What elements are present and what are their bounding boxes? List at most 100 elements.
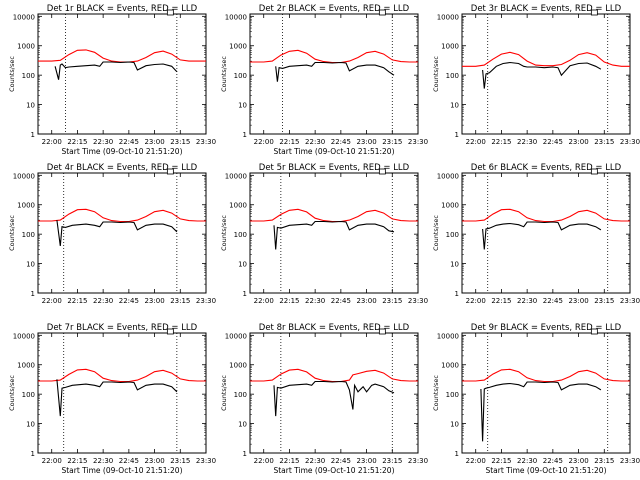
- events-series-line: [480, 381, 602, 442]
- y-tick-label: 100: [22, 391, 35, 399]
- detector-panel-2: Det 2r BLACK = Events, RED = LLD 1 10 100 10…: [220, 4, 428, 156]
- x-tick-label: 22:00: [466, 138, 486, 146]
- y-tick-label: 1: [455, 450, 459, 458]
- x-axis-label: Start Time (09-Oct-10 21:51:20): [273, 466, 394, 475]
- y-tick-label: 10000: [13, 172, 35, 180]
- x-tick-label: 22:00: [254, 297, 274, 305]
- y-tick-label: 10000: [225, 332, 247, 340]
- x-tick-label: 23:15: [594, 457, 614, 465]
- y-tick-label: 100: [234, 391, 247, 399]
- y-tick-label: 1000: [229, 43, 247, 51]
- x-tick-label: 23:30: [408, 297, 428, 305]
- detector-panel-1: Det 1r BLACK = Events, RED = LLD 1 10 100 10…: [8, 4, 216, 156]
- legend-box: [166, 328, 174, 335]
- y-tick-label: 10000: [13, 13, 35, 21]
- events-series-line: [56, 379, 178, 417]
- y-tick-label: 100: [22, 231, 35, 239]
- y-tick-label: 1: [455, 290, 459, 298]
- y-tick-label: 1000: [17, 202, 35, 210]
- detector-panel-4: Det 4r BLACK = Events, RED = LLD 1 10 100 10…: [8, 163, 216, 305]
- x-tick-label: 23:15: [382, 297, 402, 305]
- lld-series-line: [38, 49, 206, 63]
- y-tick-label: 100: [234, 72, 247, 80]
- x-tick-label: 23:00: [144, 457, 164, 465]
- plot-frame: [461, 332, 631, 454]
- x-tick-label: 22:30: [305, 138, 325, 146]
- legend-box: [166, 9, 174, 16]
- events-series-line: [56, 220, 178, 246]
- x-axis-label: Start Time (09-Oct-10 21:51:20): [273, 147, 394, 156]
- y-tick-label: 100: [22, 72, 35, 80]
- y-tick-label: 1: [455, 131, 459, 139]
- y-tick-label: 100: [446, 391, 459, 399]
- x-tick-label: 22:15: [67, 138, 87, 146]
- legend-box: [378, 328, 386, 335]
- lld-series-line: [462, 208, 630, 223]
- legend-box: [166, 168, 174, 175]
- x-tick-label: 22:45: [119, 297, 139, 305]
- y-axis-label: Counts/sec: [432, 375, 440, 411]
- events-series-line: [482, 61, 602, 89]
- y-tick-label: 1000: [441, 202, 459, 210]
- x-tick-label: 23:30: [196, 138, 216, 146]
- y-axis-label: Counts/sec: [8, 215, 16, 251]
- x-tick-label: 23:30: [620, 297, 640, 305]
- panel-title: Det 7r BLACK = Events, RED = LLD: [47, 323, 198, 333]
- x-tick-label: 22:00: [42, 457, 62, 465]
- x-tick-label: 23:00: [144, 138, 164, 146]
- y-tick-label: 10: [238, 421, 247, 429]
- y-tick-label: 10000: [13, 332, 35, 340]
- y-tick-label: 1000: [229, 202, 247, 210]
- lld-series-line: [250, 208, 418, 223]
- x-tick-label: 22:15: [67, 457, 87, 465]
- x-tick-label: 23:15: [382, 457, 402, 465]
- panel-title: Det 5r BLACK = Events, RED = LLD: [259, 163, 410, 173]
- y-tick-label: 10: [26, 421, 35, 429]
- x-tick-label: 23:15: [594, 297, 614, 305]
- x-tick-label: 22:45: [331, 457, 351, 465]
- y-tick-label: 1: [243, 290, 247, 298]
- panel-title: Det 2r BLACK = Events, RED = LLD: [259, 4, 410, 14]
- x-tick-label: 22:30: [305, 297, 325, 305]
- events-series-line: [273, 380, 395, 417]
- panel-title: Det 9r BLACK = Events, RED = LLD: [471, 323, 622, 333]
- x-tick-label: 23:30: [620, 457, 640, 465]
- x-tick-label: 23:00: [356, 297, 376, 305]
- x-tick-label: 22:45: [331, 297, 351, 305]
- x-tick-label: 22:30: [517, 457, 537, 465]
- y-tick-label: 10000: [225, 13, 247, 21]
- y-axis-label: Counts/sec: [8, 375, 16, 411]
- y-tick-label: 100: [446, 72, 459, 80]
- lld-series-line: [462, 51, 630, 67]
- x-tick-label: 23:15: [594, 138, 614, 146]
- y-tick-label: 10: [238, 102, 247, 110]
- events-series-line: [54, 61, 178, 80]
- y-tick-label: 1: [31, 450, 35, 458]
- x-tick-label: 22:30: [93, 297, 113, 305]
- detector-panel-5: Det 5r BLACK = Events, RED = LLD 1 10 100 10…: [220, 163, 428, 305]
- x-tick-label: 23:15: [170, 297, 190, 305]
- y-axis-label: Counts/sec: [432, 215, 440, 251]
- y-tick-label: 10000: [225, 172, 247, 180]
- x-tick-label: 22:00: [466, 297, 486, 305]
- panel-title: Det 8r BLACK = Events, RED = LLD: [259, 323, 410, 333]
- detector-panel-7: Det 7r BLACK = Events, RED = LLD 1 10 100 10…: [8, 323, 216, 475]
- x-tick-label: 22:30: [93, 457, 113, 465]
- x-tick-label: 23:30: [196, 457, 216, 465]
- lld-series-line: [462, 368, 630, 383]
- x-tick-label: 23:30: [408, 457, 428, 465]
- y-tick-label: 1000: [17, 362, 35, 370]
- x-tick-label: 22:45: [543, 457, 563, 465]
- x-tick-label: 23:00: [144, 297, 164, 305]
- detector-panel-8: Det 8r BLACK = Events, RED = LLD 1 10 100 10…: [220, 323, 428, 475]
- y-tick-label: 10000: [437, 13, 459, 21]
- x-axis-label: Start Time (09-Oct-10 21:51:20): [485, 466, 606, 475]
- x-tick-label: 22:15: [491, 138, 511, 146]
- y-tick-label: 10000: [437, 332, 459, 340]
- y-tick-label: 1000: [229, 362, 247, 370]
- legend-box: [590, 328, 598, 335]
- x-tick-label: 22:00: [254, 138, 274, 146]
- events-series-line: [273, 220, 395, 250]
- x-tick-label: 22:15: [67, 297, 87, 305]
